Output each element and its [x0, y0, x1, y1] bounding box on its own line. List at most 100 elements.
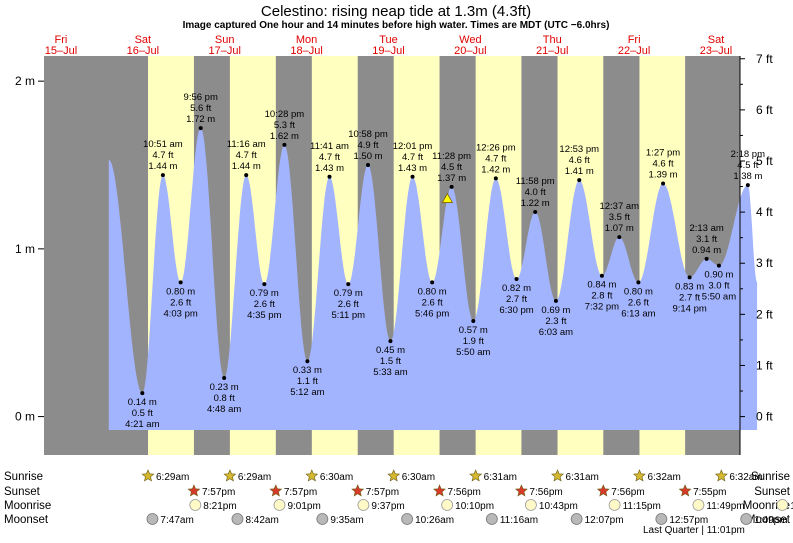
tide-point: [388, 339, 393, 344]
tide-time-label: 5:33 am: [373, 367, 407, 378]
moonrise-time: 10:43pm: [539, 501, 578, 512]
moonrise-icon: [273, 499, 286, 511]
tide-point: [661, 181, 666, 186]
day-date: 15–Jul: [45, 45, 77, 57]
tide-point: [687, 275, 692, 280]
tide-time-label: 6:03 am: [539, 327, 573, 338]
right-axis-label: 5 ft: [756, 154, 773, 168]
tide-feet-label: 4.0 ft: [525, 187, 546, 198]
tide-metres-label: 1.50 m: [353, 151, 382, 162]
tide-time-label: 9:56 pm: [184, 92, 218, 103]
sunset-star-icon: [678, 484, 692, 497]
tide-point: [449, 184, 454, 189]
moonset-time: 1:49pm: [754, 515, 787, 526]
tide-feet-label: 1.5 ft: [380, 356, 401, 367]
tide-time-label: 4:21 am: [125, 419, 159, 430]
right-axis-label: 4 ft: [756, 205, 773, 219]
tide-feet-label: 2.6 ft: [254, 299, 275, 310]
tide-point: [471, 318, 476, 323]
tide-point: [533, 209, 538, 214]
chart-title: Celestino: rising neap tide at 1.3m (4.3…: [261, 3, 531, 20]
tide-point: [617, 235, 622, 240]
sunset-star-icon: [433, 484, 446, 497]
tide-point: [553, 298, 558, 303]
right-axis-label: 0 ft: [756, 410, 773, 424]
moonrise-time: 10:10pm: [455, 501, 494, 512]
tide-feet-label: 2.7 ft: [506, 294, 527, 305]
day-name: Thu: [543, 34, 562, 46]
day-date: 16–Jul: [127, 45, 159, 57]
sunrise-star-icon: [305, 469, 319, 482]
tide-time-label: 12:37 am: [599, 201, 639, 212]
moonrise-time: 8:21pm: [203, 501, 236, 512]
day-date: 17–Jul: [208, 45, 240, 57]
sunrise-time: 6:31am: [566, 472, 599, 483]
day-date: 21–Jul: [536, 45, 568, 57]
tide-time-label: 4:48 am: [207, 404, 241, 415]
axes: 0 m 1 m 2 m 0 ft 1 ft 2 ft 3 ft 4 ft 5 ft 6 ft 7 f…: [15, 52, 773, 455]
day-name: Sat: [135, 34, 152, 46]
tide-metres-label: 0.33 m: [293, 365, 322, 376]
tide-point: [410, 174, 415, 179]
tide-metres-label: 0.45 m: [376, 345, 405, 356]
tide-point: [577, 178, 582, 183]
tide-feet-label: 4.7 ft: [402, 152, 423, 163]
tide-point: [262, 282, 267, 287]
tide-metres-label: 1.39 m: [649, 169, 678, 180]
tide-time-label: 6:30 pm: [499, 305, 533, 316]
moonset-icon: [485, 513, 498, 525]
tide-metres-label: 0.84 m: [587, 280, 616, 291]
tide-time-label: 11:58 pm: [516, 176, 555, 187]
moonrise-icon: [608, 499, 621, 511]
day-name: Sat: [708, 34, 725, 46]
tide-feet-label: 4.6 ft: [653, 158, 674, 169]
tide-time-label: 6:13 am: [621, 308, 655, 319]
tide-metres-label: 0.69 m: [541, 305, 570, 316]
tide-metres-label: 0.83 m: [675, 281, 704, 292]
sunrise-time: 6:32am: [647, 472, 680, 483]
tide-feet-label: 4.9 ft: [357, 140, 378, 151]
day-name: Wed: [459, 34, 481, 46]
tide-time-label: 10:51 am: [143, 139, 183, 150]
right-axis-label: 1 ft: [756, 358, 773, 372]
tide-time-label: 11:41 am: [310, 141, 349, 152]
sunset-star-icon: [269, 484, 283, 497]
moonset-icon: [316, 513, 329, 525]
tide-time-label: 12:01 pm: [393, 141, 433, 152]
tide-point: [140, 391, 145, 396]
tide-time-label: 7:32 pm: [585, 302, 619, 313]
sunset-star-icon: [596, 484, 610, 497]
tide-metres-label: 0.80 m: [418, 286, 447, 297]
tide-metres-label: 0.82 m: [502, 283, 531, 294]
moonset-time: 11:16am: [500, 515, 538, 526]
tide-metres-label: 1.22 m: [521, 198, 550, 209]
row-label-right: Sunset: [754, 486, 791, 498]
current-level-marker: [441, 192, 454, 203]
moonrise-icon: [525, 499, 537, 511]
tide-feet-label: 2.8 ft: [591, 291, 612, 302]
tide-feet-label: 2.6 ft: [628, 297, 649, 308]
left-axis-label: 2 m: [15, 74, 35, 88]
moonset-icon: [231, 513, 244, 525]
right-axis-label: 3 ft: [756, 256, 773, 270]
tide-feet-label: 0.8 ft: [214, 393, 235, 404]
sunset-time: 7:55pm: [693, 487, 726, 498]
tide-time-label: 12:26 pm: [476, 142, 516, 153]
sunrise-star-icon: [714, 469, 728, 482]
tide-feet-label: 2.7 ft: [679, 292, 700, 303]
moonset-time: 10:26am: [415, 515, 454, 526]
tide-metres-label: 0.90 m: [704, 270, 733, 281]
sunrise-time: 6:29am: [238, 472, 271, 483]
left-axis-label: 0 m: [15, 410, 35, 424]
moonrise-time: 11:49pm: [706, 501, 744, 512]
moonset-icon: [570, 513, 583, 525]
tide-metres-label: 0.14 m: [128, 397, 157, 408]
tide-feet-label: 2.6 ft: [170, 297, 191, 308]
tide-metres-label: 0.57 m: [459, 325, 488, 336]
row-label-left: Moonset: [4, 514, 49, 526]
tide-metres-label: 1.43 m: [398, 163, 427, 174]
tide-metres-label: 1.07 m: [605, 223, 634, 234]
